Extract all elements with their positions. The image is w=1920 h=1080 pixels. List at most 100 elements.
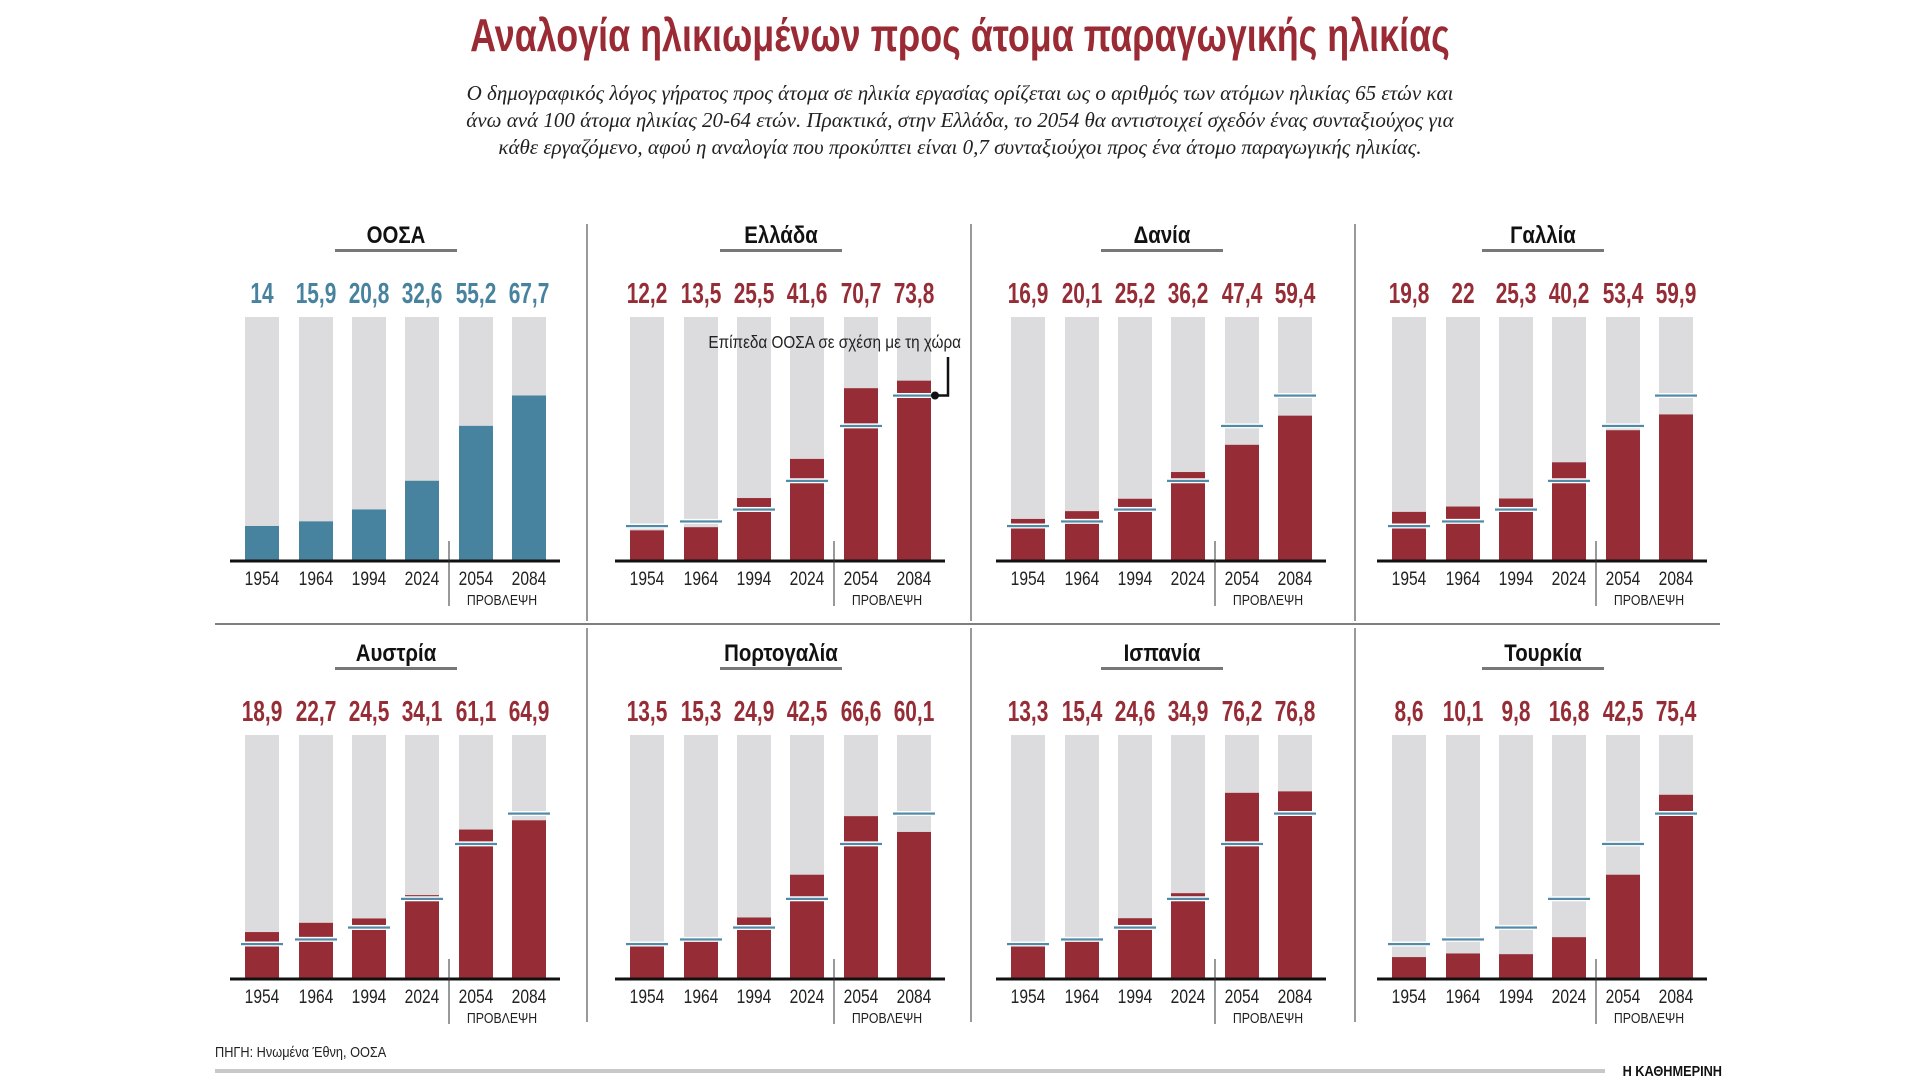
value-bar <box>897 831 931 978</box>
chart-subtitle: Ο δημογραφικός λόγος γήρατος προς άτομα … <box>466 81 1454 159</box>
projection-label: ΠΡΟΒΛΕΨΗ <box>1233 1010 1303 1026</box>
value-label: 76,8 <box>1275 696 1316 728</box>
panel-title: Ισπανία <box>1124 639 1201 666</box>
value-bar <box>630 945 664 978</box>
value-bar <box>405 895 439 978</box>
value-label: 24,5 <box>349 696 390 728</box>
year-label: 1994 <box>1118 986 1153 1008</box>
value-bar <box>512 395 546 560</box>
brand-logo: Η ΚΑΘΗΜΕΡΙΝΗ <box>1623 1062 1722 1079</box>
value-label: 13,3 <box>1008 696 1049 728</box>
year-label: 1954 <box>1011 568 1046 590</box>
oecd-reference-line <box>893 394 935 397</box>
year-label: 1994 <box>737 568 772 590</box>
value-label: 47,4 <box>1222 278 1263 310</box>
title-underline <box>1482 249 1604 252</box>
panel-title: Γαλλία <box>1510 221 1576 248</box>
value-bar <box>1171 893 1205 978</box>
value-bar <box>1552 462 1586 560</box>
value-label: 9,8 <box>1501 696 1530 728</box>
year-label: 1964 <box>1446 568 1481 590</box>
value-bar <box>1552 937 1586 978</box>
value-bar <box>1659 414 1693 560</box>
oecd-reference-line <box>1442 520 1484 523</box>
year-label: 2054 <box>1606 986 1641 1008</box>
panel-1 <box>615 249 950 606</box>
value-bar <box>1278 791 1312 978</box>
year-label: 1964 <box>1065 986 1100 1008</box>
background-bar <box>1011 735 1045 978</box>
value-bar <box>299 922 333 978</box>
year-label: 2084 <box>1659 986 1694 1008</box>
oecd-reference-line <box>1114 926 1156 929</box>
year-label: 2024 <box>1552 986 1587 1008</box>
title-underline <box>335 667 457 670</box>
value-bar <box>684 940 718 978</box>
year-label: 2024 <box>790 568 825 590</box>
value-label: 15,9 <box>296 278 337 310</box>
value-label: 76,2 <box>1222 696 1263 728</box>
year-label: 2024 <box>405 986 440 1008</box>
value-label: 59,4 <box>1275 278 1316 310</box>
value-label: 70,7 <box>841 278 882 310</box>
value-label: 75,4 <box>1656 696 1697 728</box>
year-label: 2084 <box>897 986 932 1008</box>
oecd-reference-line <box>1602 842 1644 846</box>
oecd-reference-line <box>626 942 668 946</box>
year-label: 2054 <box>1606 568 1641 590</box>
value-label: 20,1 <box>1062 278 1103 310</box>
oecd-reference-line <box>680 938 722 941</box>
value-label: 16,8 <box>1549 696 1590 728</box>
value-label: 13,5 <box>681 278 722 310</box>
value-label: 10,1 <box>1443 696 1484 728</box>
year-label: 2084 <box>512 986 547 1008</box>
value-bar <box>1278 415 1312 560</box>
value-bar <box>897 380 931 560</box>
value-bar <box>1011 945 1045 978</box>
year-label: 2084 <box>1659 568 1694 590</box>
value-bar <box>459 829 493 978</box>
year-label: 2084 <box>1278 568 1313 590</box>
value-bar <box>1065 940 1099 978</box>
oecd-reference-line <box>893 812 935 815</box>
panel-6 <box>996 667 1326 1024</box>
value-bar <box>1392 511 1426 560</box>
value-label: 8,6 <box>1394 696 1423 728</box>
title-underline <box>720 249 842 252</box>
year-label: 2084 <box>1278 986 1313 1008</box>
year-label: 1964 <box>299 568 334 590</box>
background-bar <box>1392 735 1426 978</box>
projection-label: ΠΡΟΒΛΕΨΗ <box>467 592 537 608</box>
value-label: 61,1 <box>456 696 497 728</box>
oecd-reference-line <box>1388 942 1430 946</box>
value-bar <box>1392 957 1426 978</box>
value-label: 40,2 <box>1549 278 1590 310</box>
panel-title: Αυστρία <box>356 639 437 666</box>
oecd-reference-line <box>733 508 775 511</box>
panel-7 <box>1377 667 1707 1024</box>
year-label: 1964 <box>684 568 719 590</box>
value-bar <box>1446 953 1480 978</box>
year-label: 1994 <box>1499 568 1534 590</box>
value-bar <box>1171 472 1205 560</box>
value-label: 34,9 <box>1168 696 1209 728</box>
value-label: 12,2 <box>627 278 668 310</box>
oecd-reference-line <box>1602 424 1644 428</box>
value-label: 18,9 <box>242 696 283 728</box>
year-label: 1964 <box>1446 986 1481 1008</box>
value-bar <box>630 530 664 560</box>
value-label: 25,5 <box>734 278 775 310</box>
oecd-reference-line <box>1167 479 1209 482</box>
background-bar <box>1499 735 1533 978</box>
year-label: 1994 <box>737 986 772 1008</box>
oecd-reference-line <box>1388 524 1430 528</box>
background-bar <box>630 735 664 978</box>
oecd-reference-line <box>1221 842 1263 846</box>
panel-title: Δανία <box>1134 221 1191 248</box>
title-underline <box>720 667 842 670</box>
projection-label: ΠΡΟΒΛΕΨΗ <box>1614 1010 1684 1026</box>
oecd-reference-line <box>1274 812 1316 815</box>
year-label: 1954 <box>1011 986 1046 1008</box>
oecd-reference-line <box>786 897 828 900</box>
